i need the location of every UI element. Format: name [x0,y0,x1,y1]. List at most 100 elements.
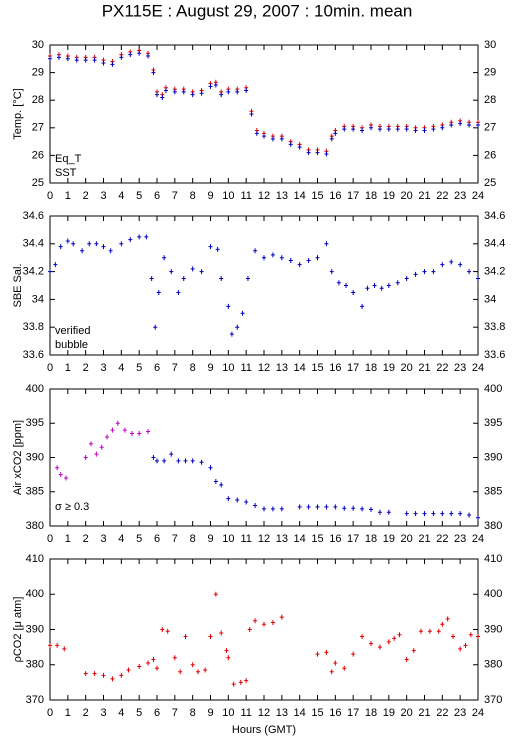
data-point [422,511,427,517]
x-tick-label: 3 [100,707,106,719]
data-point [395,280,400,286]
y-tick-label: 34.2 [23,266,44,278]
y-tick-label: 27 [32,122,44,134]
x-tick-label: 15 [311,707,323,719]
data-point [431,126,436,132]
data-point [449,259,454,265]
data-point [244,88,249,94]
data-point [178,669,183,675]
x-tick-label: 7 [172,362,178,374]
x-tick-label: 24 [472,707,484,719]
data-point [110,676,115,682]
data-point [476,634,480,640]
data-point [115,420,120,426]
x-tick-label: 18 [365,533,377,545]
data-point [190,662,195,668]
x-tick-label: 5 [136,533,142,545]
x-tick-label: 23 [454,362,466,374]
x-tick-label: 8 [190,190,196,202]
data-point [440,621,445,627]
x-tick-label: 17 [347,707,359,719]
y-tick-label-right: 34 [484,293,496,305]
x-tick-label: 0 [47,190,53,202]
data-point [336,280,341,286]
data-point [458,262,463,268]
data-point [155,665,159,671]
data-point [386,639,391,645]
data-point [445,616,450,622]
data-point [137,431,142,437]
x-tick-label: 13 [276,707,288,719]
x-tick-label: 6 [154,362,160,374]
data-point [279,506,284,512]
y-tick-label-right: 33.6 [484,349,505,361]
data-point [181,276,186,282]
x-tick-label: 18 [365,362,377,374]
x-tick-label: 20 [401,190,413,202]
data-point [235,89,240,95]
x-tick-label: 11 [240,190,251,202]
x-tick-label: 20 [401,533,413,545]
data-point [468,632,473,638]
y-tick-label: 34.4 [23,238,44,250]
data-point [404,126,409,132]
y-tick-label-right: 26 [484,149,496,161]
data-point [235,324,240,330]
y-tick-label-right: 34.4 [484,238,505,250]
data-point [247,627,252,632]
data-point [262,255,266,261]
x-tick-label: 6 [154,707,160,719]
x-tick-label: 7 [172,707,178,719]
data-point [253,618,258,624]
data-point [342,665,347,671]
data-point [449,511,454,517]
x-tick-label: 24 [472,362,484,374]
y-tick-label-right: 410 [484,553,502,565]
y-tick-label: 28 [32,94,44,106]
data-point [360,128,365,134]
x-tick-label: 24 [472,190,484,202]
y-tick-label-right: 27 [484,122,496,134]
data-point [169,451,174,457]
data-point [297,262,302,268]
data-point [440,125,445,131]
x-tick-label: 5 [136,362,142,374]
data-point [262,133,266,139]
data-point [249,111,254,117]
data-point [48,269,52,275]
y-tick-label: 33.8 [23,321,44,333]
x-tick-label: 3 [100,362,106,374]
data-point [226,303,231,309]
data-point [342,505,347,511]
y-tick-label: 385 [26,486,44,498]
y-axis-label: SBE Sal. [12,263,24,307]
data-point [119,241,124,247]
data-point [476,515,480,521]
data-point [411,648,416,654]
y-tick-label-right: 370 [484,694,502,706]
data-point [369,125,373,131]
data-point [126,667,131,673]
x-tick-label: 22 [436,362,448,374]
y-tick-label: 34.6 [23,210,44,222]
data-point [262,506,266,512]
data-point [137,234,142,240]
data-point [208,244,213,250]
data-point [270,252,275,258]
x-tick-label: 17 [347,533,359,545]
x-tick-label: 17 [347,190,359,202]
plot-frame [49,388,479,527]
x-tick-label: 10 [222,362,234,374]
data-point [155,458,159,464]
data-point [392,635,397,641]
data-point [386,126,391,132]
y-tick-label: 34 [32,293,44,305]
data-point [231,681,236,687]
data-point [199,90,204,96]
data-point [344,283,349,288]
x-tick-label: 19 [383,533,395,545]
data-point [288,257,293,263]
x-tick-label: 16 [329,190,341,202]
data-point [306,504,311,510]
